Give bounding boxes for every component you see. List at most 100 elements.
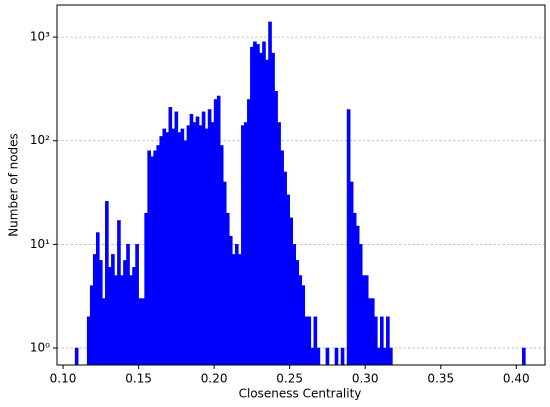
bar: [102, 298, 106, 366]
y-tick-label: 10¹: [30, 237, 50, 251]
bar: [244, 122, 248, 366]
bar: [92, 254, 97, 366]
bar: [216, 95, 221, 366]
bar: [162, 128, 167, 366]
bar: [108, 267, 112, 366]
bar: [361, 275, 366, 366]
bar: [114, 275, 118, 366]
bar: [189, 113, 194, 366]
bar: [180, 128, 185, 366]
bar: [247, 99, 251, 366]
bar: [376, 347, 381, 366]
bar: [165, 132, 170, 366]
bar: [231, 254, 236, 366]
bar: [195, 116, 200, 366]
bar: [295, 260, 300, 366]
bar: [522, 347, 526, 366]
bar: [349, 181, 354, 366]
bar: [225, 212, 230, 366]
bar: [183, 140, 188, 366]
y-tick-label: 10⁰: [30, 341, 50, 355]
bar: [292, 244, 297, 366]
bar: [346, 109, 351, 366]
bar: [126, 244, 130, 366]
bar: [373, 316, 378, 366]
bar: [156, 145, 161, 366]
bar: [283, 171, 287, 366]
bar: [141, 298, 145, 366]
y-tick-label: 10²: [30, 133, 50, 147]
bar: [358, 244, 363, 366]
bar: [132, 267, 136, 366]
x-tick-label: 0.10: [50, 372, 77, 386]
bar: [307, 316, 312, 366]
bar: [334, 347, 339, 366]
bar: [250, 46, 254, 366]
bar: [159, 136, 164, 366]
bar: [268, 21, 272, 366]
bar: [265, 59, 269, 366]
bar: [86, 316, 91, 366]
bar: [74, 347, 79, 366]
bar: [298, 275, 303, 366]
bar: [301, 285, 306, 366]
bar: [153, 150, 158, 366]
bar: [280, 150, 284, 366]
bar: [370, 298, 375, 366]
bar: [256, 44, 260, 366]
bar: [364, 275, 369, 366]
bar: [129, 275, 133, 366]
bar: [111, 254, 115, 366]
bar: [304, 316, 309, 366]
bar: [386, 316, 390, 366]
bar: [95, 232, 100, 366]
bar: [389, 347, 393, 366]
bar: [201, 111, 206, 366]
bar: [253, 41, 257, 366]
bar: [123, 260, 127, 366]
bar: [259, 52, 263, 366]
bar: [274, 90, 278, 366]
bar: [213, 99, 218, 366]
bar: [207, 109, 212, 366]
bar: [310, 347, 315, 366]
bar: [204, 128, 209, 366]
bar: [168, 107, 173, 366]
bar: [105, 201, 109, 366]
bar: [192, 122, 197, 366]
bar: [135, 244, 139, 366]
bar: [355, 225, 360, 366]
bar: [144, 212, 148, 366]
bar: [383, 347, 387, 366]
x-tick-label: 0.40: [503, 372, 530, 386]
bar: [174, 111, 179, 366]
bar: [340, 347, 345, 366]
bar: [277, 122, 281, 366]
bar: [380, 316, 384, 366]
plot-frame: [56, 4, 546, 366]
bar: [352, 212, 357, 366]
x-tick-label: 0.25: [276, 372, 303, 386]
x-tick-label: 0.35: [427, 372, 454, 386]
bar: [138, 298, 142, 366]
bar: [367, 298, 372, 366]
bar: [313, 316, 318, 366]
bar: [117, 220, 121, 366]
bar: [325, 347, 330, 366]
y-axis-label: Number of nodes: [7, 133, 21, 237]
bar: [289, 217, 293, 366]
bar: [210, 122, 215, 366]
bar: [262, 41, 266, 366]
y-tick-label: 10³: [30, 30, 50, 44]
bar: [241, 125, 245, 366]
bar: [150, 156, 154, 366]
bar: [219, 145, 224, 366]
bar: [99, 260, 103, 366]
bar: [271, 52, 275, 366]
x-tick-label: 0.30: [352, 372, 379, 386]
bar: [177, 132, 182, 366]
bar: [228, 235, 233, 366]
bar: [234, 244, 239, 366]
bar: [89, 285, 94, 366]
